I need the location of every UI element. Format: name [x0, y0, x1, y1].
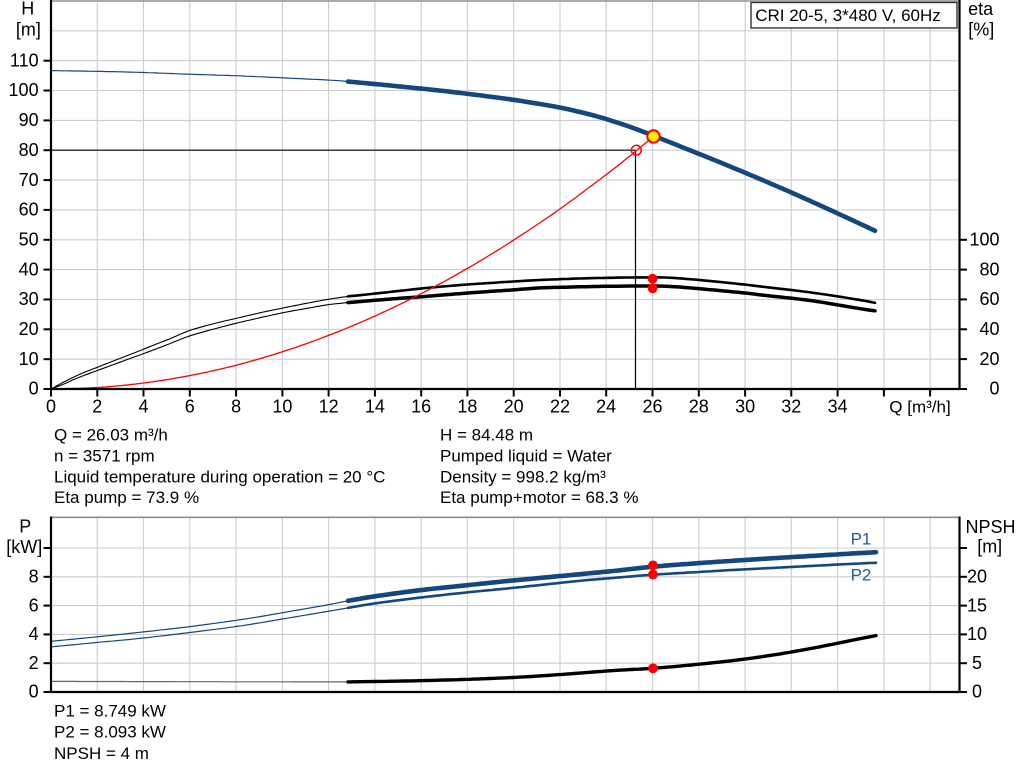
svg-text:22: 22	[550, 396, 570, 416]
svg-text:Density = 998.2 kg/m³: Density = 998.2 kg/m³	[440, 467, 606, 486]
svg-text:32: 32	[781, 396, 801, 416]
svg-text:n = 3571 rpm: n = 3571 rpm	[54, 447, 155, 466]
svg-text:40: 40	[19, 259, 39, 279]
svg-text:Pumped liquid = Water: Pumped liquid = Water	[440, 447, 612, 466]
svg-text:2: 2	[92, 396, 102, 416]
svg-text:CRI 20-5, 3*480 V, 60Hz: CRI 20-5, 3*480 V, 60Hz	[755, 6, 941, 25]
svg-text:24: 24	[596, 396, 616, 416]
svg-text:P2 = 8.093 kW: P2 = 8.093 kW	[54, 723, 166, 742]
svg-text:10: 10	[967, 624, 987, 644]
svg-text:14: 14	[365, 396, 385, 416]
svg-text:0: 0	[46, 396, 56, 416]
svg-text:20: 20	[19, 319, 39, 339]
svg-text:80: 80	[19, 140, 39, 160]
svg-text:8: 8	[231, 396, 241, 416]
svg-text:8: 8	[29, 567, 39, 587]
svg-text:50: 50	[19, 230, 39, 250]
svg-text:Eta pump+motor = 68.3 %: Eta pump+motor = 68.3 %	[440, 488, 638, 507]
svg-text:P2: P2	[851, 565, 872, 584]
svg-text:34: 34	[828, 396, 848, 416]
svg-text:100: 100	[9, 80, 39, 100]
svg-text:20: 20	[979, 349, 999, 369]
svg-text:Eta pump = 73.9 %: Eta pump = 73.9 %	[54, 488, 199, 507]
svg-text:26: 26	[642, 396, 662, 416]
svg-text:30: 30	[735, 396, 755, 416]
svg-text:5: 5	[972, 653, 982, 673]
svg-text:4: 4	[138, 396, 148, 416]
svg-text:40: 40	[979, 319, 999, 339]
svg-text:P1: P1	[851, 529, 872, 548]
svg-text:0: 0	[29, 682, 39, 702]
svg-text:NPSH = 4 m: NPSH = 4 m	[54, 744, 149, 763]
svg-text:2: 2	[29, 653, 39, 673]
svg-text:4: 4	[29, 624, 39, 644]
svg-text:90: 90	[19, 110, 39, 130]
svg-text:[m]: [m]	[16, 19, 41, 39]
svg-text:6: 6	[29, 595, 39, 615]
svg-text:NPSH: NPSH	[965, 517, 1015, 537]
svg-text:60: 60	[19, 200, 39, 220]
svg-text:10: 10	[272, 396, 292, 416]
svg-text:70: 70	[19, 170, 39, 190]
svg-text:H = 84.48 m: H = 84.48 m	[440, 426, 533, 445]
svg-text:20: 20	[967, 567, 987, 587]
svg-text:10: 10	[19, 349, 39, 369]
svg-text:eta: eta	[968, 0, 994, 19]
svg-text:[kW]: [kW]	[6, 537, 42, 557]
svg-text:Q = 26.03 m³/h: Q = 26.03 m³/h	[54, 426, 168, 445]
svg-text:H: H	[21, 0, 34, 19]
svg-text:60: 60	[979, 289, 999, 309]
svg-text:[m]: [m]	[977, 537, 1002, 557]
svg-text:[%]: [%]	[968, 20, 994, 40]
svg-text:15: 15	[967, 595, 987, 615]
svg-text:P: P	[19, 517, 31, 537]
svg-text:0: 0	[29, 379, 39, 399]
svg-text:20: 20	[504, 396, 524, 416]
svg-text:12: 12	[319, 396, 339, 416]
svg-text:28: 28	[689, 396, 709, 416]
svg-text:110: 110	[10, 50, 39, 70]
svg-text:18: 18	[457, 396, 477, 416]
svg-text:80: 80	[979, 259, 999, 279]
svg-text:0: 0	[989, 379, 999, 399]
svg-text:P1 = 8.749 kW: P1 = 8.749 kW	[54, 701, 166, 720]
svg-text:0: 0	[972, 682, 982, 702]
svg-text:6: 6	[185, 396, 195, 416]
svg-text:Q [m³/h]: Q [m³/h]	[889, 397, 950, 416]
svg-text:Liquid temperature during oper: Liquid temperature during operation = 20…	[54, 467, 385, 486]
svg-text:100: 100	[969, 229, 999, 249]
svg-text:30: 30	[19, 289, 39, 309]
svg-text:16: 16	[411, 396, 431, 416]
